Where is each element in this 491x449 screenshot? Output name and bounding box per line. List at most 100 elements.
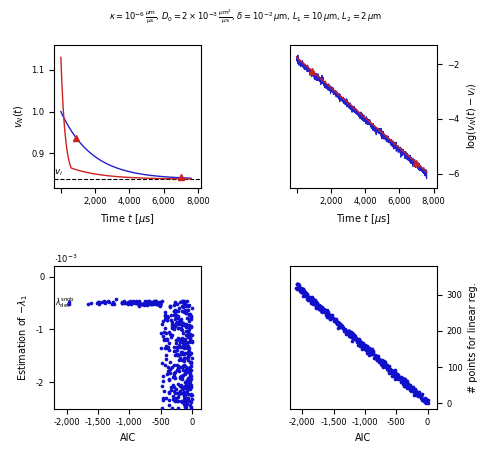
Point — [333, 320, 341, 327]
Point — [374, 354, 382, 361]
Point — [172, 320, 180, 327]
Point — [146, 299, 154, 306]
Point — [161, 344, 169, 352]
Point — [421, 398, 429, 405]
Point — [185, 367, 193, 374]
X-axis label: Time $t$ [$\mu$s]: Time $t$ [$\mu$s] — [101, 212, 155, 226]
Point — [184, 380, 191, 387]
Point — [182, 308, 190, 316]
Point — [145, 300, 153, 307]
Point — [171, 315, 179, 322]
Point — [132, 299, 140, 307]
Point — [294, 283, 302, 290]
Point — [394, 376, 402, 383]
Point — [394, 372, 402, 379]
Point — [373, 355, 381, 362]
Point — [176, 354, 184, 361]
Point — [180, 389, 188, 396]
Point — [169, 381, 177, 388]
Point — [184, 368, 192, 375]
Point — [175, 391, 183, 398]
Point — [182, 398, 190, 405]
Point — [298, 288, 306, 295]
Point — [313, 299, 321, 307]
Point — [391, 371, 399, 378]
Point — [307, 295, 315, 302]
Point — [296, 285, 303, 292]
Point — [417, 393, 425, 401]
Point — [179, 371, 187, 379]
Point — [186, 379, 193, 386]
Point — [377, 360, 385, 367]
Point — [349, 334, 356, 341]
Point — [170, 312, 178, 319]
Point — [353, 338, 361, 345]
Point — [345, 328, 353, 335]
Point — [146, 300, 154, 307]
Point — [361, 344, 369, 352]
Point — [181, 298, 189, 305]
Point — [156, 301, 164, 308]
Point — [292, 285, 300, 292]
Point — [145, 298, 153, 305]
Point — [410, 386, 418, 393]
Point — [174, 362, 182, 369]
Point — [403, 381, 410, 388]
Point — [358, 341, 366, 348]
Point — [341, 326, 349, 333]
Point — [179, 338, 187, 345]
Point — [184, 377, 191, 384]
Point — [120, 298, 128, 305]
Point — [182, 379, 190, 387]
Point — [316, 302, 324, 309]
Point — [385, 370, 393, 377]
Point — [324, 313, 331, 320]
Point — [340, 328, 348, 335]
Point — [373, 357, 381, 364]
Point — [176, 363, 184, 370]
Point — [158, 360, 165, 367]
Point — [419, 396, 427, 403]
Point — [174, 313, 182, 320]
Point — [347, 331, 355, 338]
Point — [309, 299, 317, 306]
Point — [184, 365, 192, 372]
Point — [391, 368, 399, 375]
Point — [331, 315, 339, 322]
Point — [311, 300, 319, 307]
Point — [148, 299, 156, 307]
Point — [174, 325, 182, 332]
Point — [297, 286, 304, 293]
Point — [327, 313, 335, 320]
Point — [176, 338, 184, 345]
Point — [151, 299, 159, 307]
Point — [393, 373, 401, 380]
Point — [183, 323, 191, 330]
Point — [358, 342, 366, 349]
Point — [317, 308, 325, 315]
Point — [161, 315, 169, 322]
Point — [165, 369, 173, 376]
Point — [177, 317, 185, 325]
Point — [299, 287, 307, 295]
Point — [356, 343, 364, 350]
Point — [414, 391, 422, 398]
Point — [383, 362, 391, 370]
Point — [372, 355, 380, 362]
Point — [319, 305, 327, 313]
Point — [315, 302, 323, 309]
Point — [179, 339, 187, 346]
Point — [182, 363, 190, 370]
Point — [338, 322, 346, 330]
Point — [302, 291, 310, 298]
Point — [188, 337, 196, 344]
Point — [163, 370, 170, 378]
Point — [149, 299, 157, 307]
Point — [178, 348, 186, 356]
Point — [173, 318, 181, 326]
Point — [305, 296, 313, 304]
Point — [364, 346, 372, 353]
Point — [181, 354, 189, 361]
Point — [175, 342, 183, 349]
Point — [344, 329, 352, 336]
